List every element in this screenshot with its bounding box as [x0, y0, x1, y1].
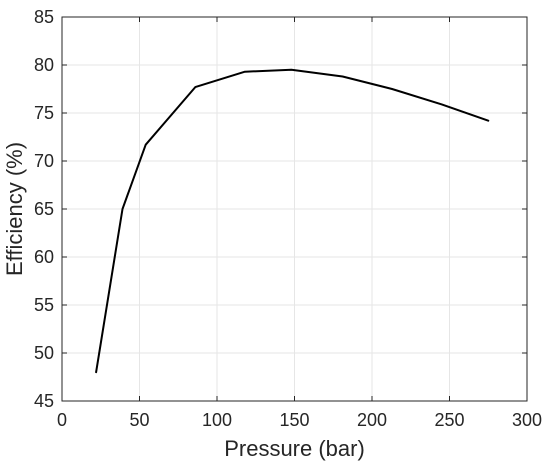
y-tick-label: 75: [34, 103, 54, 123]
x-tick-label: 300: [512, 410, 542, 430]
x-tick-label: 150: [279, 410, 309, 430]
y-tick-label: 65: [34, 199, 54, 219]
x-tick-label: 250: [434, 410, 464, 430]
data-series: [95, 68, 490, 374]
x-tick-label: 100: [202, 410, 232, 430]
y-tick-label: 85: [34, 7, 54, 27]
y-tick-label: 80: [34, 55, 54, 75]
series-line-0: [95, 68, 490, 374]
y-tick-label: 70: [34, 151, 54, 171]
y-tick-label: 55: [34, 295, 54, 315]
axis-ticks: 0 50 100 150 200 250 300 45 50 55 60 65 70 75 80 85: [34, 7, 542, 430]
x-axis-label: Pressure (bar): [224, 436, 365, 461]
x-tick-label: 0: [57, 410, 67, 430]
y-tick-label: 45: [34, 391, 54, 411]
y-tick-label: 60: [34, 247, 54, 267]
y-axis-label: Efficiency (%): [2, 142, 27, 276]
x-tick-label: 50: [129, 410, 149, 430]
x-tick-label: 200: [357, 410, 387, 430]
y-tick-label: 50: [34, 343, 54, 363]
